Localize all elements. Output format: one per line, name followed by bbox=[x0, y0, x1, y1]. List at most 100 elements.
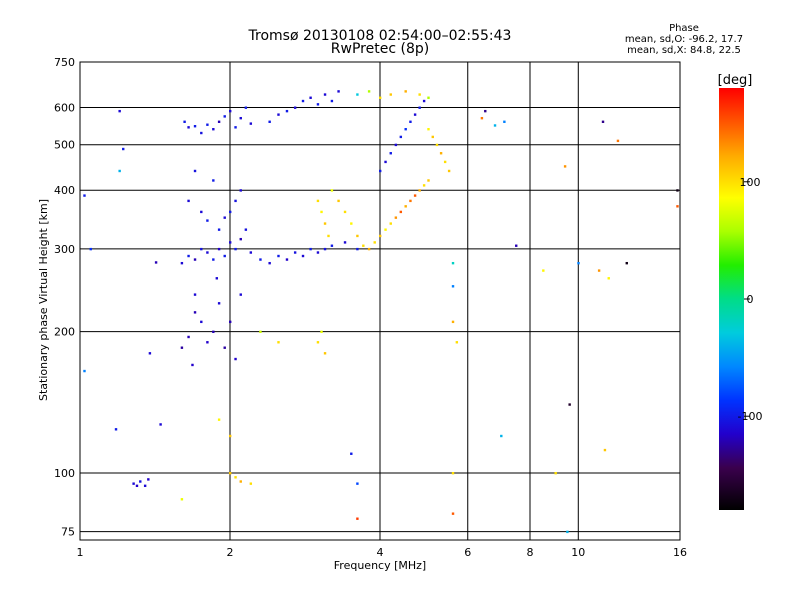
plot-frame bbox=[79, 61, 681, 541]
data-point bbox=[301, 254, 305, 258]
data-point bbox=[180, 498, 184, 501]
data-point bbox=[89, 247, 92, 251]
data-point bbox=[455, 341, 459, 344]
data-point bbox=[234, 199, 237, 203]
data-point bbox=[187, 126, 190, 129]
y-tick-label: 75 bbox=[61, 526, 75, 539]
data-point bbox=[234, 476, 237, 479]
data-point bbox=[143, 484, 147, 488]
data-point bbox=[389, 152, 392, 155]
data-point bbox=[568, 403, 571, 406]
x-tick-label: 1 bbox=[77, 546, 84, 559]
y-tick-label: 400 bbox=[54, 184, 75, 197]
data-point bbox=[239, 116, 242, 120]
data-point bbox=[451, 320, 455, 324]
y-tick-label: 500 bbox=[54, 139, 75, 152]
data-point bbox=[249, 251, 253, 254]
data-point bbox=[356, 517, 359, 520]
data-point bbox=[451, 285, 455, 288]
data-point bbox=[451, 261, 455, 265]
data-point bbox=[409, 199, 412, 203]
data-point bbox=[122, 147, 125, 151]
data-point bbox=[394, 216, 398, 219]
data-point bbox=[515, 244, 518, 247]
data-point bbox=[277, 113, 280, 116]
data-point bbox=[676, 205, 679, 208]
chart-title-line2: RwPretec (8p) bbox=[330, 41, 430, 57]
data-point bbox=[320, 330, 323, 334]
data-point bbox=[83, 194, 86, 197]
data-point bbox=[200, 210, 203, 214]
data-point bbox=[191, 363, 194, 367]
data-point bbox=[427, 179, 430, 182]
data-point bbox=[234, 357, 237, 361]
data-point bbox=[367, 90, 371, 93]
data-point bbox=[206, 341, 209, 344]
data-point bbox=[215, 277, 219, 280]
data-point bbox=[399, 210, 403, 214]
data-point bbox=[206, 251, 209, 254]
y-tick-label: 300 bbox=[54, 243, 75, 256]
axis-ticks: 1 2 4 6 8 10 16 75 100 200 300 400 500 600 750 bbox=[54, 56, 687, 559]
grid-lines bbox=[80, 62, 680, 540]
data-point bbox=[229, 241, 232, 244]
data-point bbox=[316, 341, 320, 344]
data-point bbox=[493, 124, 497, 127]
data-point bbox=[379, 96, 382, 99]
data-point bbox=[234, 126, 237, 129]
phase-info-heading: Phase bbox=[669, 23, 699, 34]
data-point bbox=[229, 109, 232, 113]
data-point bbox=[327, 234, 330, 238]
data-point bbox=[330, 99, 334, 103]
data-point bbox=[293, 251, 297, 254]
data-point bbox=[200, 131, 203, 135]
data-point bbox=[277, 254, 280, 258]
data-point bbox=[118, 109, 121, 113]
x-axis-label: Frequency [MHz] bbox=[334, 559, 426, 572]
x-tick-label: 8 bbox=[527, 546, 534, 559]
data-point bbox=[244, 106, 248, 109]
data-point bbox=[676, 189, 679, 192]
data-point bbox=[542, 269, 545, 272]
data-point bbox=[259, 330, 262, 334]
data-points bbox=[83, 90, 679, 534]
colorbar-tick-label: 0 bbox=[747, 293, 754, 306]
data-point bbox=[616, 139, 620, 143]
data-point bbox=[418, 189, 421, 192]
data-point bbox=[384, 228, 387, 231]
colorbar-ticks: 100 0 -100 bbox=[738, 176, 763, 423]
data-point bbox=[350, 452, 353, 455]
data-point bbox=[223, 346, 226, 349]
data-point bbox=[431, 135, 434, 139]
data-point bbox=[343, 241, 347, 244]
data-point bbox=[200, 320, 203, 324]
data-point bbox=[154, 261, 158, 264]
data-point bbox=[337, 90, 340, 93]
data-point bbox=[500, 434, 503, 438]
data-point bbox=[193, 293, 197, 296]
colorbar-label: [deg] bbox=[718, 73, 753, 88]
data-point bbox=[217, 120, 221, 123]
data-point bbox=[217, 228, 221, 231]
data-point bbox=[200, 247, 203, 251]
data-point bbox=[379, 169, 382, 173]
colorbar-tick-label: -100 bbox=[738, 410, 763, 423]
data-point bbox=[577, 261, 580, 265]
x-tick-label: 4 bbox=[377, 546, 384, 559]
data-point bbox=[607, 277, 610, 280]
data-point bbox=[229, 471, 232, 475]
data-point bbox=[603, 448, 607, 452]
data-point bbox=[484, 109, 487, 113]
data-point bbox=[277, 341, 280, 344]
data-point bbox=[193, 169, 197, 173]
data-point bbox=[212, 258, 215, 261]
data-point bbox=[316, 199, 320, 203]
data-point bbox=[356, 482, 359, 485]
data-point bbox=[187, 199, 190, 203]
data-point bbox=[148, 352, 152, 355]
data-point bbox=[285, 258, 289, 261]
data-point bbox=[343, 210, 347, 214]
data-point bbox=[597, 269, 601, 272]
data-point bbox=[223, 254, 226, 258]
